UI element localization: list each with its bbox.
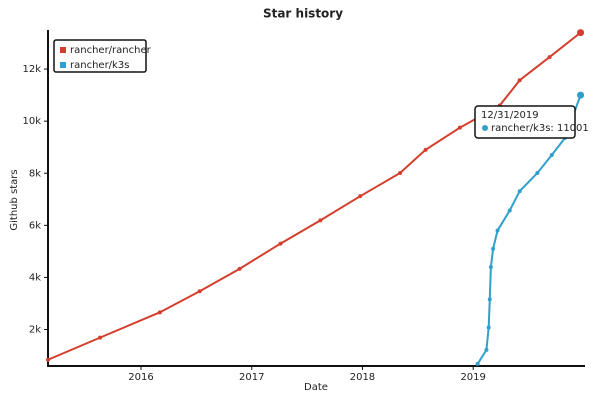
point xyxy=(488,265,493,270)
point xyxy=(517,189,522,194)
x-tick-label: 2018 xyxy=(350,372,375,383)
point xyxy=(237,266,242,271)
x-tick-label: 2019 xyxy=(460,372,485,383)
point xyxy=(535,170,540,175)
point xyxy=(318,218,323,223)
y-tick-label: 4k xyxy=(29,272,41,283)
legend-label: rancher/k3s xyxy=(70,60,129,71)
point xyxy=(577,29,585,37)
point xyxy=(475,361,480,366)
legend-swatch xyxy=(60,62,66,68)
point xyxy=(547,55,552,60)
point xyxy=(46,357,50,362)
legend-label: rancher/rancher xyxy=(70,45,152,56)
point xyxy=(457,125,462,130)
y-tick-label: 12k xyxy=(22,64,41,75)
y-tick-label: 2k xyxy=(29,325,41,336)
point xyxy=(495,228,500,233)
axes xyxy=(47,30,585,367)
tooltip-box xyxy=(474,105,576,139)
x-tick-label: 2016 xyxy=(128,372,153,383)
tooltip-text: rancher/k3s: 11001 xyxy=(491,123,589,134)
point xyxy=(484,347,489,352)
series-line xyxy=(47,31,582,361)
y-tick-label: 10k xyxy=(22,116,41,127)
point xyxy=(197,289,202,294)
x-tick-label: 2017 xyxy=(239,372,264,383)
y-tick-label: 6k xyxy=(29,220,41,231)
point xyxy=(517,78,522,83)
point xyxy=(507,208,512,213)
x-axis-label: Date xyxy=(304,382,328,393)
y-axis-label: Github stars xyxy=(9,169,20,230)
y-tick-label: 8k xyxy=(29,168,41,179)
point xyxy=(487,297,492,302)
point xyxy=(491,246,496,251)
point xyxy=(398,170,403,175)
point xyxy=(577,91,585,99)
point xyxy=(358,194,363,199)
legend-box xyxy=(53,39,147,73)
tooltip-title: 12/31/2019 xyxy=(481,110,539,121)
point xyxy=(278,241,283,246)
point xyxy=(98,335,103,340)
tooltip-swatch xyxy=(482,125,488,131)
point xyxy=(549,153,554,158)
chart-title: Star history xyxy=(263,7,343,21)
point xyxy=(157,310,162,315)
point xyxy=(486,325,491,330)
point xyxy=(423,147,428,152)
legend-swatch xyxy=(60,47,66,53)
